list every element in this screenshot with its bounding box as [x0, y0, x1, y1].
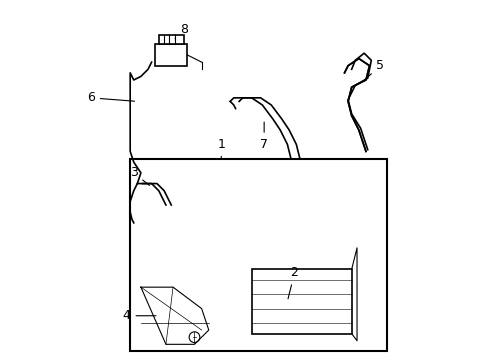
Text: 2: 2 — [287, 266, 298, 299]
Bar — [130, 158, 386, 351]
Text: 1: 1 — [217, 138, 225, 158]
Bar — [155, 44, 187, 66]
Text: 3: 3 — [129, 166, 149, 185]
Text: 7: 7 — [260, 122, 267, 151]
Text: 4: 4 — [122, 309, 156, 322]
Text: 6: 6 — [87, 91, 134, 104]
Text: 8: 8 — [175, 23, 187, 39]
Bar — [251, 269, 351, 334]
Text: 5: 5 — [362, 59, 384, 82]
Bar — [159, 35, 183, 44]
